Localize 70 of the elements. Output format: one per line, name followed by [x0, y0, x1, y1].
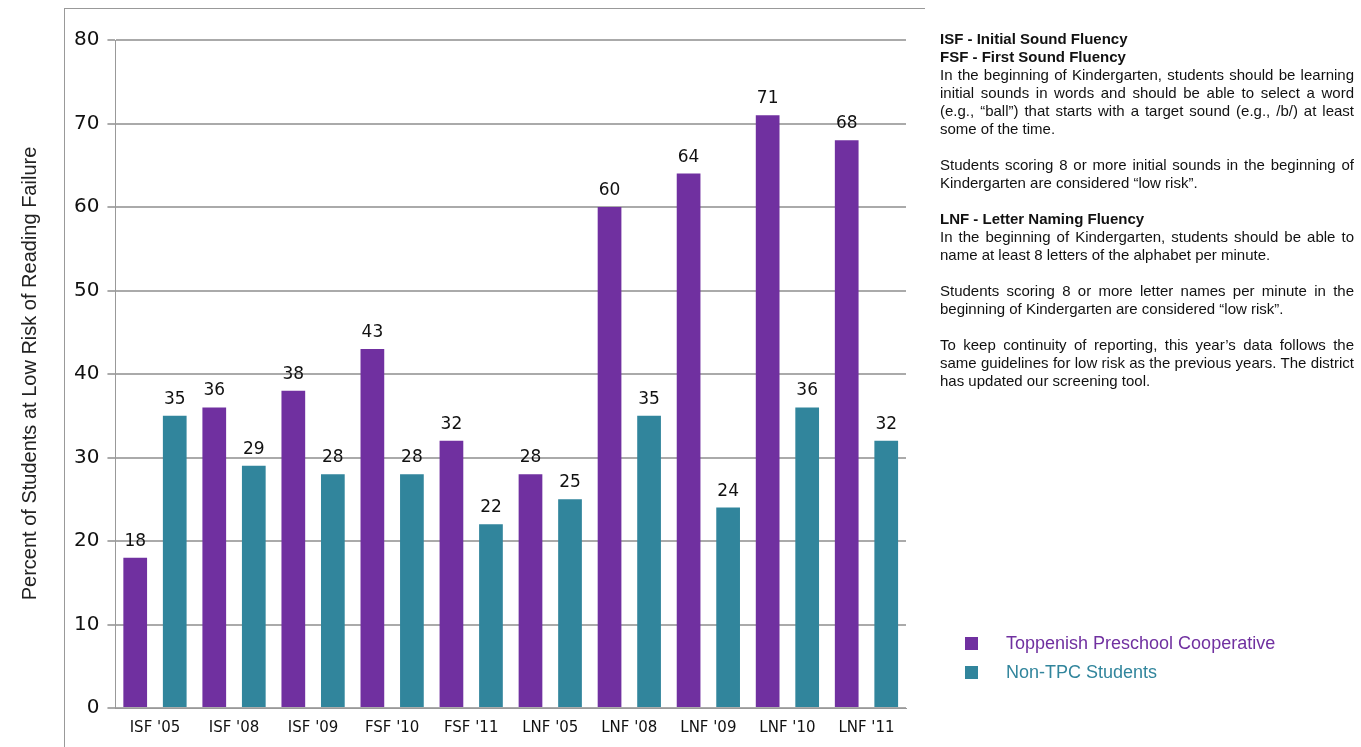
y-tick-label: 80 — [74, 26, 100, 51]
text: Students scoring 8 or more letter names per minute in the beginning of Kindergarten are considered “low risk”. — [940, 282, 1354, 318]
bar — [360, 348, 385, 707]
data-label: 35 — [163, 387, 186, 408]
y-tick-label: 60 — [74, 193, 100, 218]
x-tick-label: LNF '10 — [759, 717, 816, 736]
data-label: 28 — [322, 446, 344, 467]
data-label: 35 — [638, 387, 660, 408]
x-tick-label: ISF '08 — [208, 717, 260, 736]
bar — [558, 499, 582, 707]
y-tick-label: 30 — [74, 443, 100, 468]
data-label: 24 — [717, 479, 739, 500]
data-label: 18 — [124, 529, 147, 550]
bar — [123, 557, 148, 707]
data-label: 28 — [519, 446, 542, 467]
data-label: 68 — [835, 112, 858, 133]
text: FSF - First Sound Fluency — [940, 48, 1127, 66]
data-label: 43 — [361, 320, 384, 341]
bar — [518, 474, 543, 707]
data-label: 36 — [796, 379, 818, 400]
data-label: 71 — [756, 87, 779, 108]
bar — [637, 415, 661, 707]
data-label: 22 — [480, 496, 502, 517]
bar — [755, 115, 780, 707]
text: To keep continuity of reporting, this year’s data follows the same guidelines for low risk as the previous years. The district has updated our screening tool. — [940, 336, 1354, 390]
bar — [241, 465, 266, 707]
x-tick-label: FSF '11 — [443, 717, 499, 736]
legend-label: Non-TPC Students — [1006, 662, 1158, 683]
y-tick-label: 70 — [74, 109, 100, 134]
bar — [874, 440, 899, 707]
data-label: 32 — [440, 412, 463, 433]
text: Students scoring 8 or more initial sounds in the beginning of Kindergarten are considered “low risk”. — [940, 156, 1354, 192]
text: ISF - Initial Sound Fluency — [940, 30, 1129, 48]
x-tick-label: LNF '11 — [838, 717, 895, 736]
bar — [479, 524, 503, 707]
y-tick-label: 50 — [74, 276, 100, 301]
y-tick-label: 40 — [74, 360, 100, 385]
text: LNF - Letter Naming Fluency — [940, 210, 1146, 228]
data-label: 60 — [598, 178, 621, 199]
data-label: 38 — [282, 362, 305, 383]
bar — [676, 173, 701, 707]
x-tick-label: LNF '05 — [522, 717, 579, 736]
legend-label: Toppenish Preschool Cooperative — [1006, 633, 1276, 654]
data-label: 29 — [242, 437, 265, 458]
bar — [320, 474, 345, 707]
bar — [795, 407, 820, 707]
text: In the beginning of Kindergarten, students should be learning initial sounds in words and should be able to select a word (e.g., “ball”) that starts with a target sound (e.g., /b/) at least some of the time. — [940, 66, 1354, 138]
data-label: 64 — [677, 145, 700, 166]
bar — [400, 474, 424, 707]
x-tick-label: ISF '09 — [287, 717, 339, 736]
text: In the beginning of Kindergarten, students should be able to name at least 8 letters of the alphabet per minute. — [940, 228, 1354, 264]
data-label: 36 — [203, 379, 226, 400]
y-axis-title: Percent of Students at Low Risk of Reading Failure — [18, 146, 42, 601]
bar — [281, 390, 306, 707]
data-label: 28 — [401, 446, 423, 467]
y-tick-label: 0 — [86, 694, 100, 719]
data-label: 32 — [875, 412, 898, 433]
y-tick-label: 20 — [74, 527, 100, 552]
x-tick-label: FSF '10 — [364, 717, 420, 736]
bar — [834, 140, 859, 707]
bar — [597, 207, 622, 707]
bar — [439, 440, 464, 707]
bar — [716, 507, 740, 707]
x-tick-label: LNF '08 — [601, 717, 658, 736]
data-label: 25 — [559, 471, 581, 492]
x-tick-label: ISF '05 — [129, 717, 181, 736]
bar — [162, 415, 187, 707]
bar — [202, 407, 227, 707]
x-tick-label: LNF '09 — [680, 717, 737, 736]
y-tick-label: 10 — [74, 610, 100, 635]
